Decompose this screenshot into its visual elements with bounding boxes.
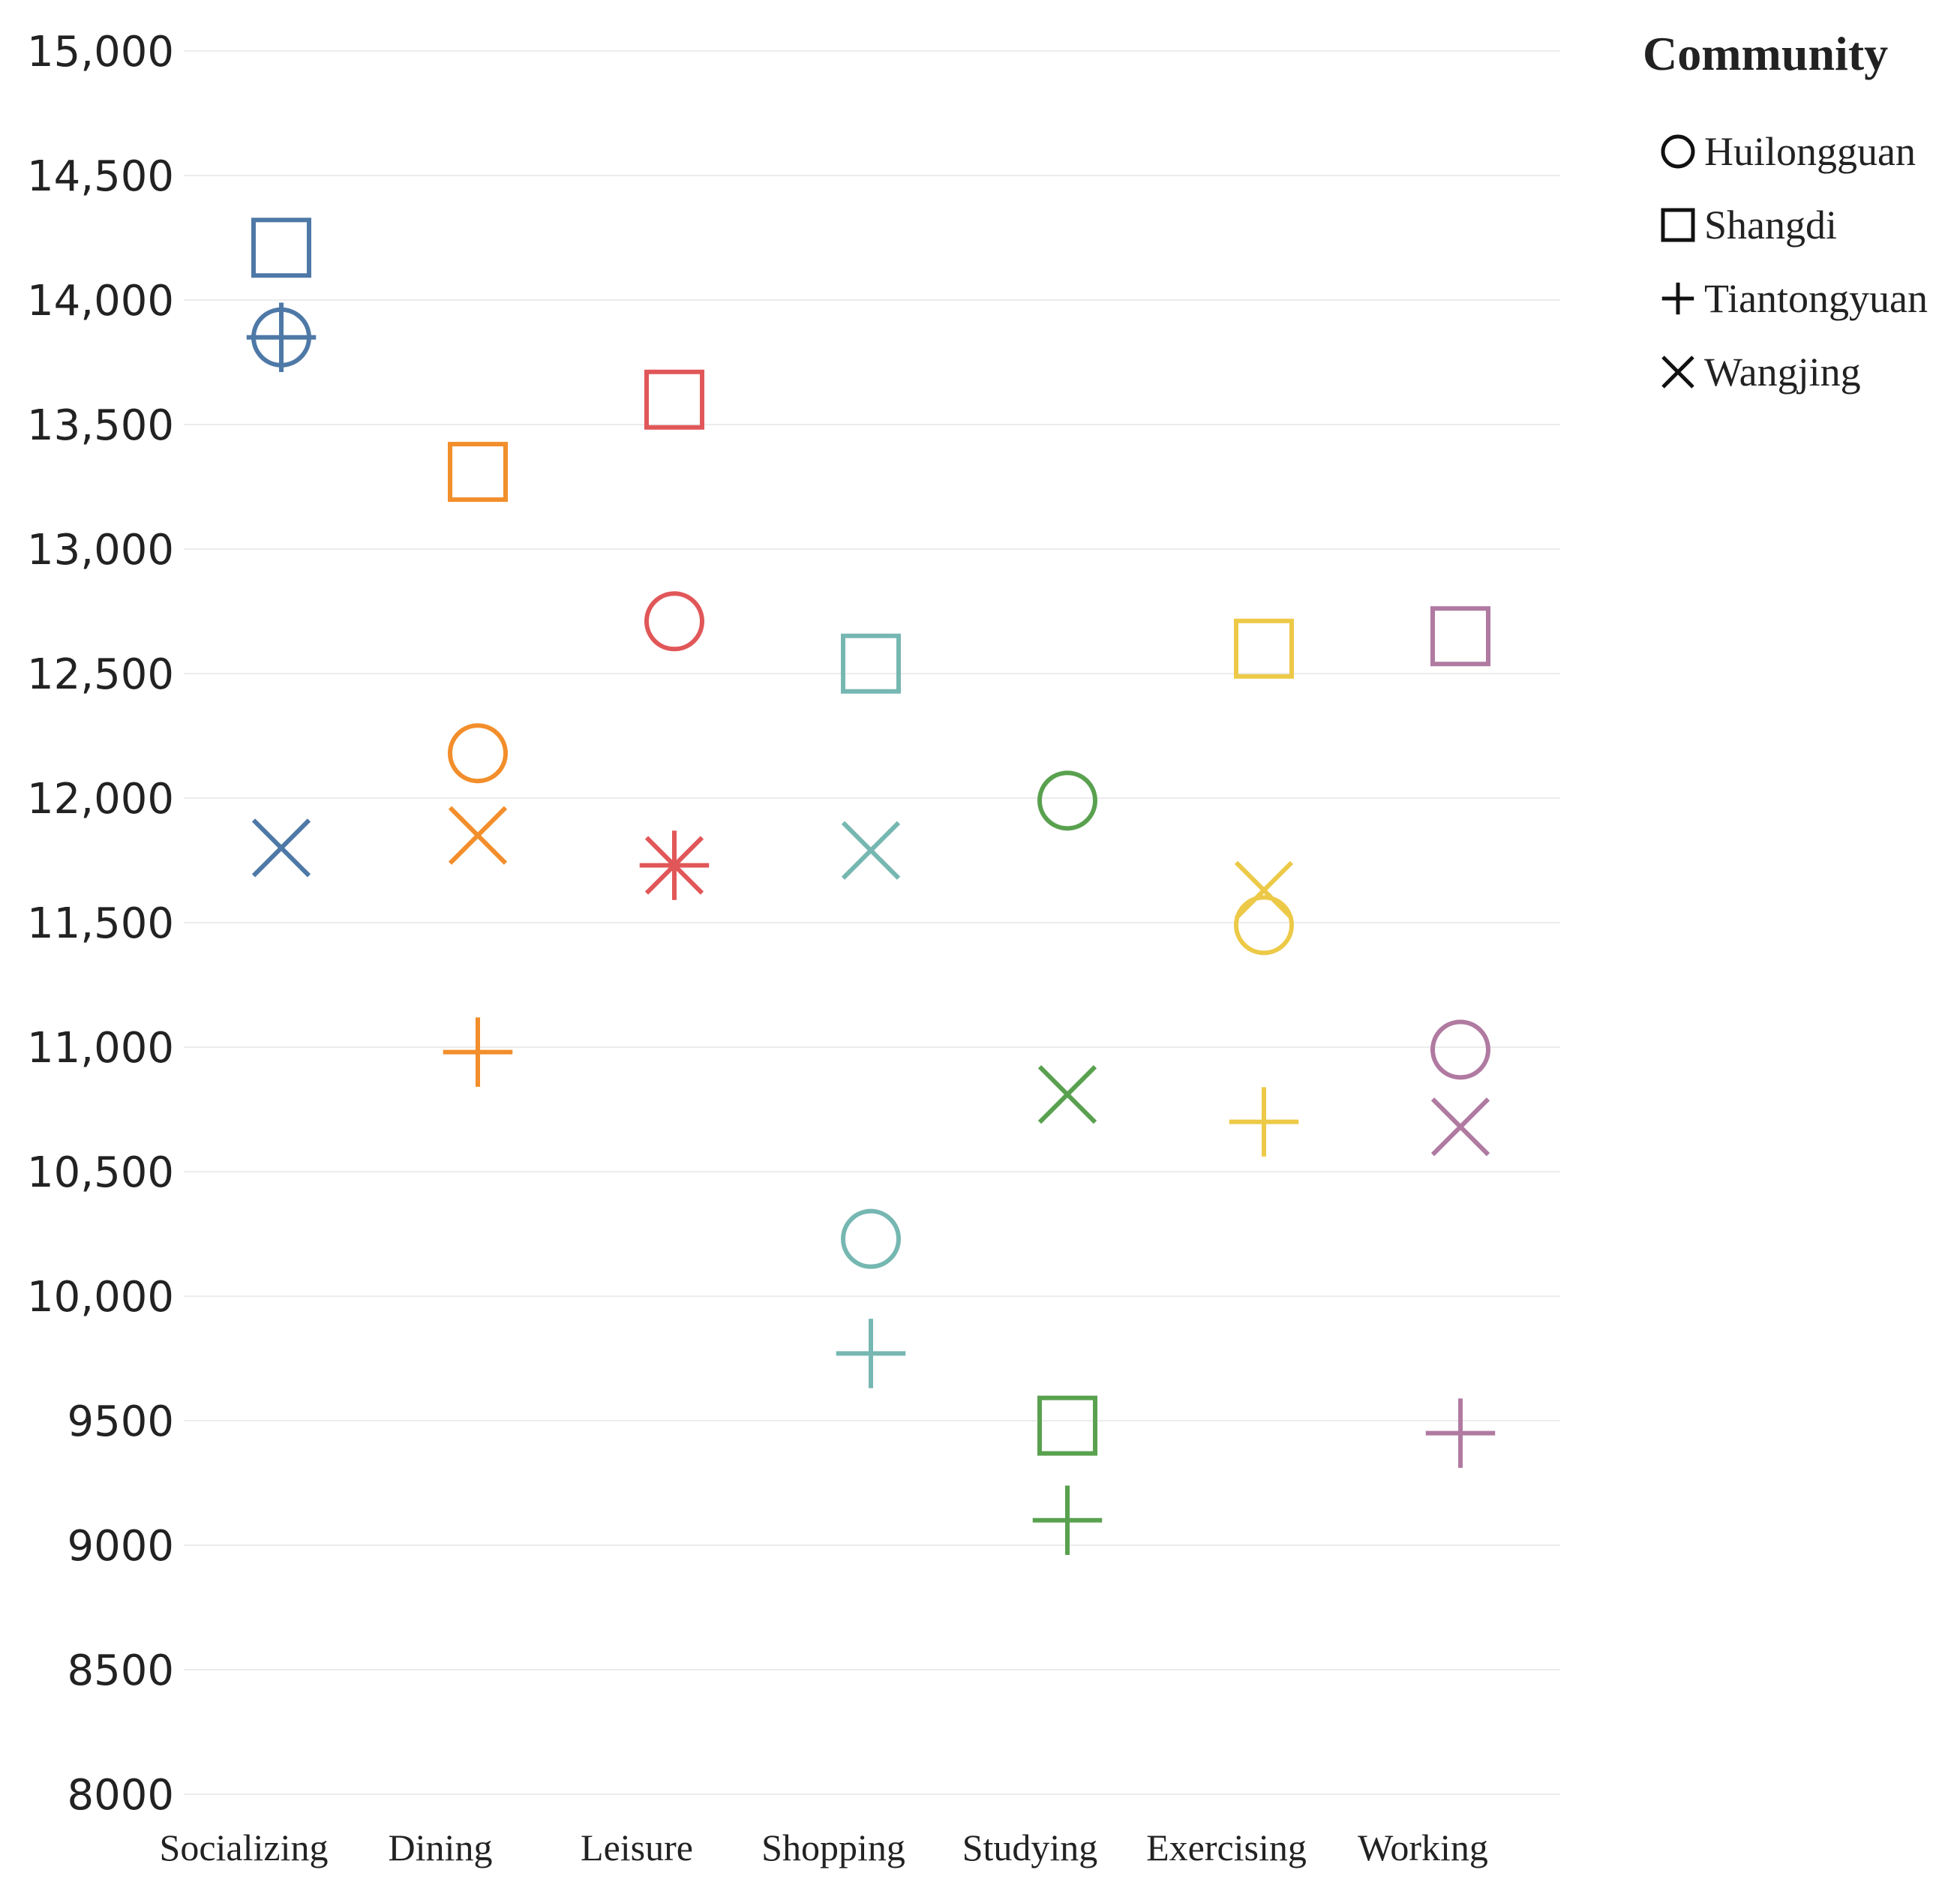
data-point-square bbox=[251, 218, 311, 278]
data-point-plus bbox=[1425, 1398, 1496, 1468]
marker-cross-b bbox=[1661, 356, 1694, 389]
marker-square bbox=[251, 218, 311, 278]
y-tick-label: 15,000 bbox=[27, 28, 174, 77]
data-point-square bbox=[841, 633, 901, 694]
marker-cross-b bbox=[644, 836, 704, 895]
marker-cross-b bbox=[251, 818, 311, 878]
y-tick-label: 9000 bbox=[67, 1522, 174, 1571]
legend-marker-circle bbox=[1661, 134, 1695, 169]
marker-square bbox=[841, 633, 901, 694]
x-category-label: Studying bbox=[962, 1826, 1098, 1868]
data-point-square bbox=[448, 442, 508, 503]
legend-label: Huilongguan bbox=[1704, 129, 1916, 174]
marker-square bbox=[1037, 1395, 1097, 1456]
marker-square bbox=[448, 442, 508, 503]
marker-circle bbox=[1430, 1019, 1490, 1080]
legend-label: Tiantongyuan bbox=[1704, 276, 1928, 321]
x-category-label: Dining bbox=[389, 1826, 493, 1868]
y-tick-label: 13,500 bbox=[27, 401, 174, 450]
data-point-cross bbox=[1234, 860, 1294, 920]
y-tick-label: 14,500 bbox=[27, 152, 174, 201]
y-tick-label: 13,000 bbox=[27, 526, 174, 575]
y-tick-label: 12,500 bbox=[27, 650, 174, 699]
data-points bbox=[246, 218, 1496, 1556]
marker-cross-b bbox=[1430, 1097, 1490, 1157]
marker-circle bbox=[644, 591, 704, 652]
y-tick-label: 10,500 bbox=[27, 1148, 174, 1197]
data-point-square bbox=[1037, 1395, 1097, 1456]
x-category-label: Working bbox=[1358, 1826, 1488, 1868]
marker-circle bbox=[1234, 895, 1294, 956]
data-point-plus bbox=[1032, 1485, 1103, 1556]
data-point-square bbox=[1430, 606, 1490, 667]
gridlines bbox=[184, 50, 1560, 1795]
marker-circle bbox=[448, 723, 508, 784]
data-point-square bbox=[644, 369, 704, 430]
legend: Community Huilongguan Shangdi Tiantongyuan… bbox=[1643, 27, 1928, 395]
marker-square bbox=[1430, 606, 1490, 667]
y-tick-label: 9500 bbox=[67, 1397, 174, 1446]
data-point-circle bbox=[1037, 770, 1097, 831]
data-point-cross bbox=[841, 821, 901, 880]
y-tick-label: 11,500 bbox=[27, 899, 174, 948]
legend-marker-cross bbox=[1661, 356, 1694, 389]
marker-circle bbox=[1037, 770, 1097, 831]
marker-square bbox=[1661, 208, 1695, 242]
marker-circle bbox=[841, 1208, 901, 1269]
data-point-plus bbox=[836, 1319, 906, 1388]
y-axis-tick-labels: 15,000 14,500 14,000 13,500 13,000 12,500 12,0… bbox=[27, 28, 174, 1820]
data-point-circle bbox=[1430, 1019, 1490, 1080]
x-axis-category-labels: Socializing Dining Leisure Shopping Studying… bbox=[160, 1826, 1488, 1868]
data-point-square bbox=[1234, 618, 1294, 679]
y-tick-label: 14,000 bbox=[27, 277, 174, 326]
data-point-cross bbox=[1430, 1097, 1490, 1157]
data-point-circle bbox=[448, 723, 508, 784]
data-point-cross bbox=[644, 836, 704, 895]
marker-cross-b bbox=[448, 806, 508, 865]
marker-cross-b bbox=[1234, 860, 1294, 920]
y-tick-label: 10,000 bbox=[27, 1273, 174, 1322]
data-point-plus bbox=[443, 1017, 513, 1087]
marker-square bbox=[1234, 618, 1294, 679]
data-point-circle bbox=[644, 591, 704, 652]
y-tick-label: 12,000 bbox=[27, 775, 174, 824]
marker-cross-b bbox=[841, 821, 901, 880]
legend-label: Shangdi bbox=[1704, 203, 1837, 248]
data-point-cross bbox=[1037, 1064, 1097, 1124]
marker-cross-b bbox=[1037, 1064, 1097, 1124]
x-category-label: Shopping bbox=[761, 1826, 905, 1868]
data-point-circle bbox=[841, 1208, 901, 1269]
x-category-label: Exercising bbox=[1146, 1826, 1307, 1868]
data-point-cross bbox=[448, 806, 508, 865]
marker-circle bbox=[1661, 134, 1695, 169]
y-tick-label: 8500 bbox=[67, 1646, 174, 1695]
x-category-label: Socializing bbox=[160, 1826, 329, 1868]
legend-title: Community bbox=[1643, 27, 1888, 80]
data-point-plus bbox=[1229, 1087, 1299, 1157]
data-point-plus bbox=[246, 302, 317, 373]
marker-square bbox=[644, 369, 704, 430]
y-tick-label: 11,000 bbox=[27, 1024, 174, 1073]
legend-marker-square bbox=[1661, 208, 1695, 242]
data-point-cross bbox=[251, 818, 311, 878]
data-point-circle bbox=[1234, 895, 1294, 956]
legend-label: Wangjing bbox=[1704, 350, 1861, 395]
y-tick-label: 8000 bbox=[67, 1771, 174, 1820]
x-category-label: Leisure bbox=[581, 1826, 693, 1868]
legend-marker-plus bbox=[1661, 282, 1694, 315]
